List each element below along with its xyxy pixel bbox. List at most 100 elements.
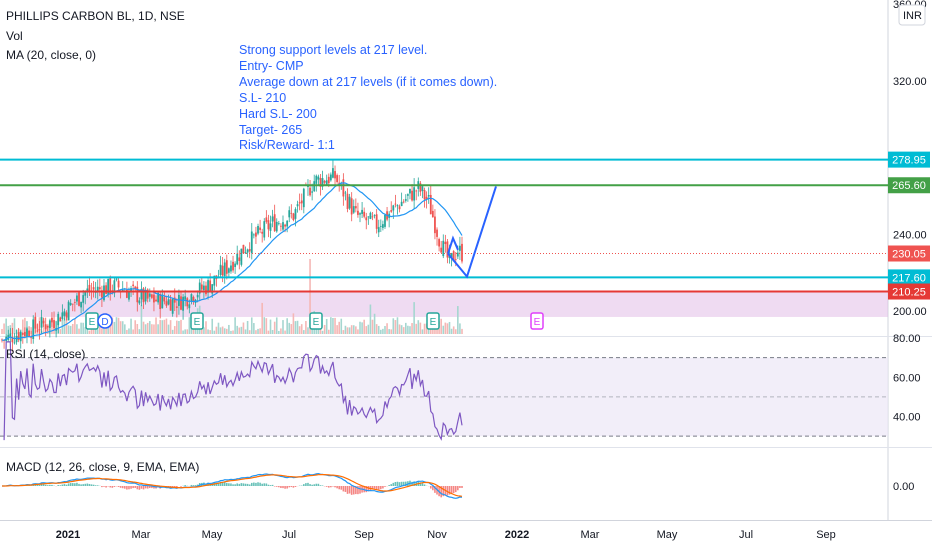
level-price-badge xyxy=(888,151,930,168)
risk-zone[interactable] xyxy=(0,291,888,317)
candle-body xyxy=(400,201,403,207)
volume-bar xyxy=(282,320,284,334)
macd-histogram-bar xyxy=(448,486,451,495)
macd-histogram-bar xyxy=(86,483,89,486)
volume-bar xyxy=(159,319,161,334)
macd-histogram-bar xyxy=(126,486,128,490)
candle-body xyxy=(159,294,162,310)
macd-histogram-bar xyxy=(434,486,436,493)
macd-histogram-bar xyxy=(392,482,395,486)
candle-body xyxy=(15,335,18,343)
macd-histogram-bar xyxy=(232,484,234,486)
projection-line[interactable] xyxy=(447,186,497,279)
volume-bar xyxy=(151,324,153,334)
level-price-label: 217.60 xyxy=(892,272,926,284)
time-tick-label: Mar xyxy=(581,529,600,541)
volume-bar xyxy=(246,320,249,334)
volume-bar xyxy=(140,304,143,334)
candle-body xyxy=(205,285,207,295)
candle-body xyxy=(361,209,363,214)
volume-bar xyxy=(380,329,382,334)
candle-body xyxy=(221,265,224,276)
macd-histogram-bar xyxy=(355,486,357,495)
volume-bar xyxy=(124,324,126,334)
macd-histogram-bar xyxy=(90,484,93,486)
candle-body xyxy=(290,212,293,214)
earnings-markers: E E E E ED xyxy=(85,312,544,330)
candle-body xyxy=(398,206,401,210)
candle-body xyxy=(198,282,201,294)
macd-histogram-bar xyxy=(282,486,284,489)
candle-body xyxy=(153,294,155,303)
volume-bar xyxy=(346,327,349,334)
symbol-title: PHILLIPS CARBON BL, 1D, NSE xyxy=(6,9,185,23)
volume-bar xyxy=(132,329,134,334)
volume-bar xyxy=(315,325,318,334)
earnings-marker[interactable] xyxy=(309,312,323,330)
macd-histogram-bar xyxy=(59,485,62,486)
time-tick-label: 2022 xyxy=(505,529,529,541)
candle-body xyxy=(182,296,184,311)
volume-bar xyxy=(74,318,76,334)
earnings-marker[interactable] xyxy=(426,312,440,330)
macd-histogram-bar xyxy=(180,486,182,487)
candle-body xyxy=(263,221,266,238)
volume-bar xyxy=(348,327,351,334)
candle-body xyxy=(302,188,305,208)
volume-bar xyxy=(207,329,209,334)
candle-body xyxy=(73,302,76,303)
macd-histogram-bar xyxy=(269,485,272,486)
candle-body xyxy=(359,213,361,215)
volume-bar xyxy=(221,326,224,334)
earnings-marker[interactable] xyxy=(190,312,204,330)
volume-bar xyxy=(284,330,286,334)
time-tick-label: Sep xyxy=(816,529,836,541)
candle-body xyxy=(336,175,339,182)
candle-body xyxy=(157,292,160,303)
macd-histogram-bar xyxy=(207,482,209,486)
candle-body xyxy=(363,211,366,217)
candle-body xyxy=(300,200,303,204)
volume-bar xyxy=(334,317,336,334)
macd-histogram-bar xyxy=(390,484,393,486)
volume-bar xyxy=(423,323,426,334)
volume-bar xyxy=(90,328,93,334)
macd-histogram-bar xyxy=(419,482,422,486)
candle-body xyxy=(136,286,139,303)
candle-body xyxy=(244,252,247,254)
volume-bar xyxy=(24,317,26,334)
candle-body xyxy=(21,333,24,335)
volume-bar xyxy=(321,330,324,334)
macd-histogram-bar xyxy=(236,483,239,486)
candle-body xyxy=(232,261,234,271)
volume-bar xyxy=(271,329,274,334)
dividend-marker[interactable] xyxy=(97,313,113,329)
volume-bar xyxy=(388,329,390,334)
volume-bar xyxy=(236,325,239,334)
candle-body xyxy=(103,285,105,301)
volume-bar xyxy=(336,325,338,334)
volume-bar xyxy=(244,329,247,334)
macd-histogram-bar xyxy=(280,486,282,489)
ma-line xyxy=(2,182,463,341)
volume-bar xyxy=(371,319,374,334)
volume-bar xyxy=(78,328,80,334)
macd-histogram-bar xyxy=(348,486,351,494)
volume-bar xyxy=(286,318,288,334)
time-tick-label: May xyxy=(202,529,223,541)
candle-body xyxy=(51,317,53,323)
candle-body xyxy=(144,289,147,302)
volume-bar xyxy=(361,322,363,334)
currency-badge[interactable] xyxy=(898,4,926,26)
earnings-marker[interactable] xyxy=(530,312,544,330)
macd-histogram-bar xyxy=(440,486,442,498)
volume-bar xyxy=(440,318,442,334)
earnings-marker-label: E xyxy=(194,317,201,328)
candle-body xyxy=(394,203,397,205)
macd-histogram-bar xyxy=(319,485,322,486)
annotation-note[interactable]: Strong support levels at 217 level. Entr… xyxy=(239,43,497,152)
candle-body xyxy=(225,260,228,274)
level-price-badge xyxy=(888,177,930,194)
candle-body xyxy=(34,316,37,329)
